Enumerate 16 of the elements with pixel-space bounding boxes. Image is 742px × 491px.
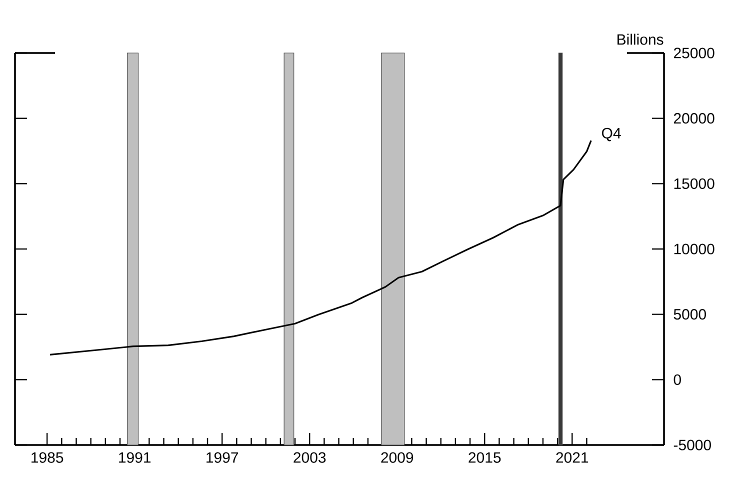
y-tick-label: 5000 bbox=[674, 309, 706, 320]
annotation: Q4 bbox=[602, 128, 621, 142]
y-axis-title: Billions bbox=[618, 34, 664, 45]
y-tick-label: 20000 bbox=[674, 113, 714, 124]
x-tick-label: 2021 bbox=[556, 452, 588, 463]
x-tick-label: 1985 bbox=[32, 452, 64, 463]
x-tick-label: 2015 bbox=[468, 452, 501, 463]
x-tick-label: 1991 bbox=[119, 452, 151, 463]
x-tick-label: 1997 bbox=[206, 452, 238, 463]
y-tick-label: 25000 bbox=[674, 48, 714, 58]
x-tick-label: 2009 bbox=[381, 452, 414, 463]
y-tick-label: 15000 bbox=[674, 178, 714, 189]
y-tick-label: 10000 bbox=[674, 244, 714, 254]
x-tick-label: 2003 bbox=[294, 452, 326, 463]
y-tick-label: -5000 bbox=[674, 440, 711, 450]
y-tick-label: 0 bbox=[674, 374, 681, 385]
